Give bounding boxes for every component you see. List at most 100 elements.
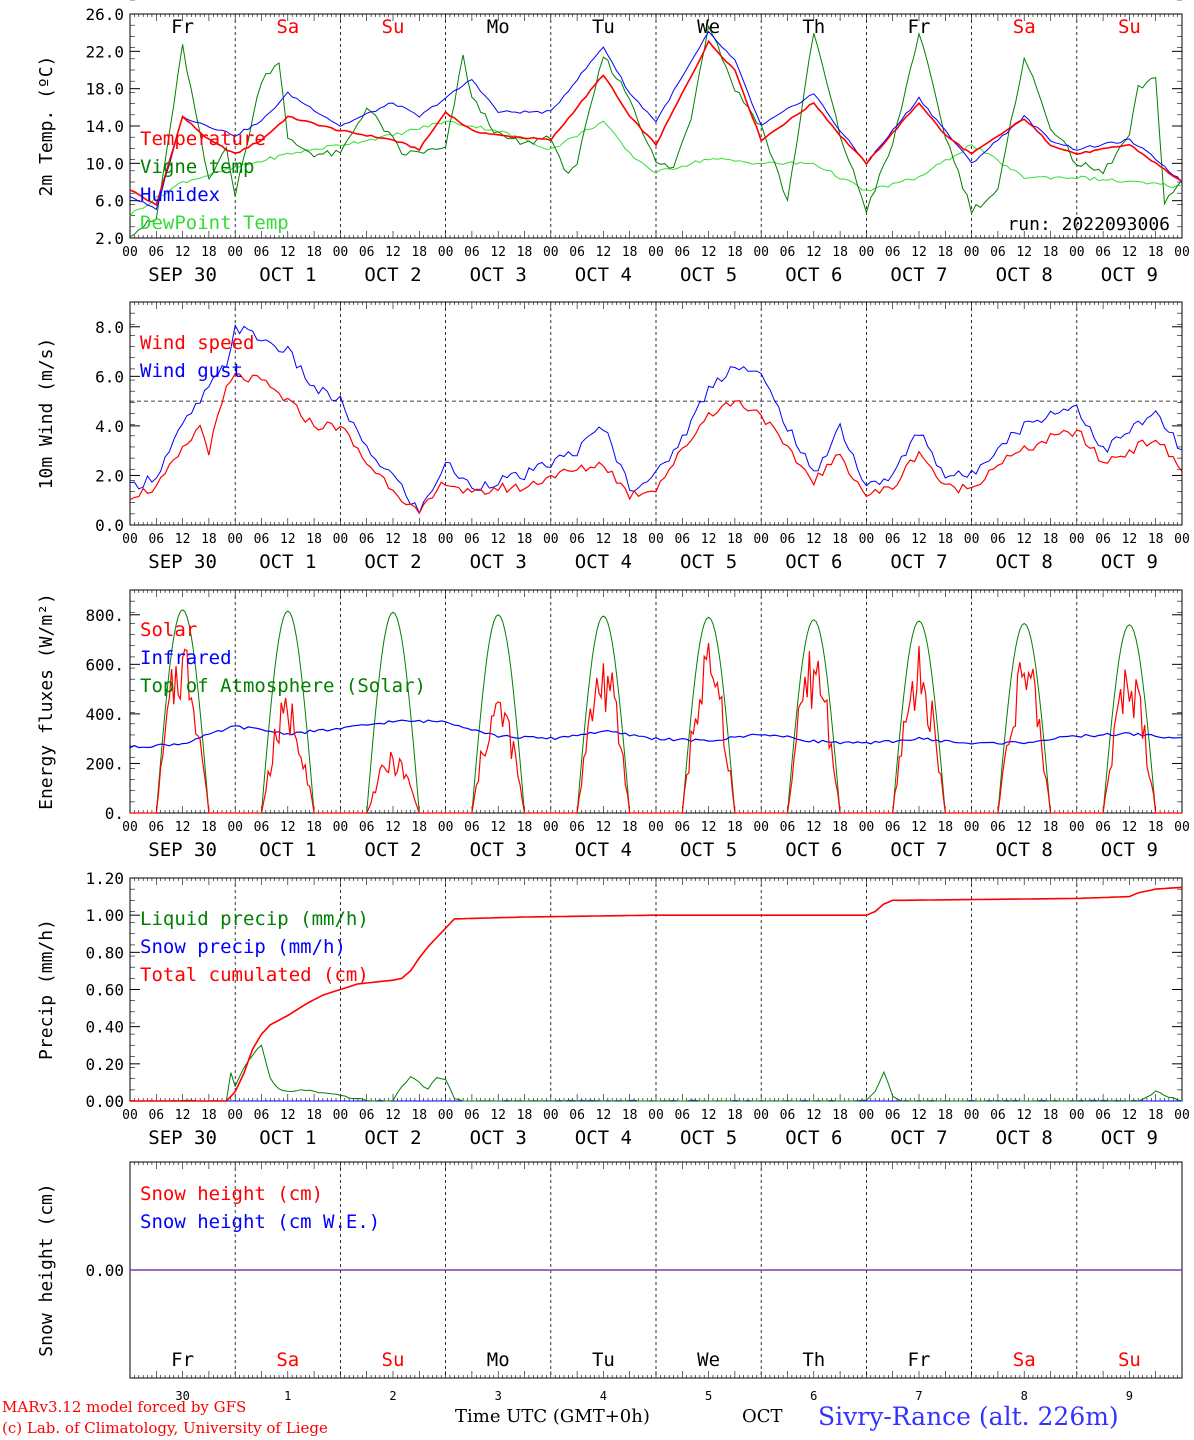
snow-day-number: 8 (1021, 1389, 1028, 1403)
precip-hour-label: 06 (780, 1108, 796, 1123)
wind-series-wind-gust (129, 323, 1183, 515)
wind-hour-label: 12 (911, 532, 927, 547)
snow-legend-entry: Snow height (cm) (140, 1183, 323, 1205)
precip-hour-label: 12 (701, 1108, 717, 1123)
temp-date-label: OCT 9 (1101, 264, 1158, 286)
precip-hour-label: 18 (622, 1108, 638, 1123)
temp-hour-label: 06 (359, 245, 375, 260)
snow-weekday-label: Sa (276, 1349, 299, 1371)
wind-hour-label: 00 (333, 532, 349, 547)
energy-date-label: OCT 1 (259, 839, 316, 861)
precip-hour-label: 06 (464, 1108, 480, 1123)
temp-hour-label: 12 (490, 245, 506, 260)
precip-hour-label: 18 (1148, 1108, 1164, 1123)
temp-hour-label: 00 (1069, 245, 1085, 260)
energy-date-label: OCT 2 (364, 839, 421, 861)
wind-date-label: OCT 7 (890, 551, 947, 573)
weekday-label: Su (382, 16, 405, 38)
temp-hour-label: 18 (1148, 245, 1164, 260)
energy-hour-label: 18 (306, 820, 322, 835)
temp-date-label: OCT 5 (680, 264, 737, 286)
temp-date-label: OCT 4 (575, 264, 632, 286)
energy-hour-label: 06 (1095, 820, 1111, 835)
temp-hour-label: 00 (648, 245, 664, 260)
energy-hour-label: 00 (333, 820, 349, 835)
footer-time-label: Time UTC (GMT+0h) (455, 1406, 650, 1427)
temp-frame (129, 13, 1183, 239)
energy-hour-label: 18 (411, 820, 427, 835)
energy-hour-label: 00 (1069, 820, 1085, 835)
temp-date-label: OCT 2 (364, 264, 421, 286)
energy-hour-label: 18 (832, 820, 848, 835)
temp-hour-label: 18 (727, 245, 743, 260)
precip-hour-label: 12 (490, 1108, 506, 1123)
wind-hour-label: 06 (1095, 532, 1111, 547)
wind-hour-label: 12 (596, 532, 612, 547)
precip-date-label: OCT 7 (890, 1127, 947, 1149)
temp-hour-label: 06 (569, 245, 585, 260)
temp-hour-label: 12 (175, 245, 191, 260)
temp-hour-label: 18 (201, 245, 217, 260)
energy-hour-label: 18 (937, 820, 953, 835)
snow-legend-entry: Snow height (cm W.E.) (140, 1211, 380, 1233)
energy-hour-label: 18 (727, 820, 743, 835)
precip-date-label: SEP 30 (148, 1127, 217, 1149)
wind-hour-label: 12 (1122, 532, 1138, 547)
snow-weekday-label: Su (382, 1349, 405, 1371)
precip-hour-label: 18 (832, 1108, 848, 1123)
snow-day-number: 1 (284, 1389, 291, 1403)
temp-hour-label: 12 (1122, 245, 1138, 260)
wind-y-tick-label: 2.0 (95, 466, 124, 485)
energy-hour-label: 12 (280, 820, 296, 835)
precip-hour-label: 06 (885, 1108, 901, 1123)
precip-hour-label: 18 (937, 1108, 953, 1123)
precip-y-tick-label: 1.20 (85, 869, 124, 888)
precip-hour-label: 00 (227, 1108, 243, 1123)
wind-hour-label: 12 (806, 532, 822, 547)
energy-hour-label: 12 (1016, 820, 1032, 835)
wind-hour-label: 06 (148, 532, 164, 547)
wind-date-label: OCT 2 (364, 551, 421, 573)
snow-weekday-label: Th (802, 1349, 825, 1371)
wind-hour-label: 12 (280, 532, 296, 547)
temp-hour-label: 00 (333, 245, 349, 260)
energy-legend-entry: Top of Atmosphere (Solar) (140, 675, 426, 697)
precip-hour-label: 06 (148, 1108, 164, 1123)
precip-date-label: OCT 6 (785, 1127, 842, 1149)
temp-y-tick-label: 18.0 (85, 80, 124, 99)
precip-date-label: OCT 3 (470, 1127, 527, 1149)
wind-legend-entry: Wind gust (140, 360, 243, 382)
wind-hour-label: 06 (990, 532, 1006, 547)
wind-hour-label: 18 (832, 532, 848, 547)
temp-series-vigne-temp (129, 24, 1183, 238)
energy-hour-label: 12 (701, 820, 717, 835)
footer-month-label: OCT (742, 1406, 783, 1427)
weekday-label: Sa (276, 16, 299, 38)
temp-hour-label: 18 (411, 245, 427, 260)
energy-hour-label: 06 (148, 820, 164, 835)
precip-y-tick-label: 0.80 (85, 943, 124, 962)
wind-hour-label: 06 (359, 532, 375, 547)
snow-weekday-label: Fr (171, 1349, 194, 1371)
precip-legend-entry: Liquid precip (mm/h) (140, 908, 369, 930)
precip-hour-label: 00 (122, 1108, 138, 1123)
energy-hour-label: 18 (622, 820, 638, 835)
wind-date-label: OCT 6 (785, 551, 842, 573)
energy-hour-label: 00 (964, 820, 980, 835)
wind-hour-label: 12 (175, 532, 191, 547)
wind-hour-label: 18 (411, 532, 427, 547)
snow-day-number: 3 (495, 1389, 502, 1403)
temp-date-label: OCT 3 (470, 264, 527, 286)
temp-hour-label: 00 (543, 245, 559, 260)
precip-hour-label: 06 (359, 1108, 375, 1123)
temp-hour-label: 00 (438, 245, 454, 260)
precip-date-label: OCT 2 (364, 1127, 421, 1149)
precip-hour-label: 00 (1174, 1108, 1190, 1123)
wind-hour-label: 12 (490, 532, 506, 547)
precip-hour-label: 00 (859, 1108, 875, 1123)
temp-hour-label: 12 (280, 245, 296, 260)
temp-series-humidex (129, 30, 1183, 211)
precip-hour-label: 18 (727, 1108, 743, 1123)
